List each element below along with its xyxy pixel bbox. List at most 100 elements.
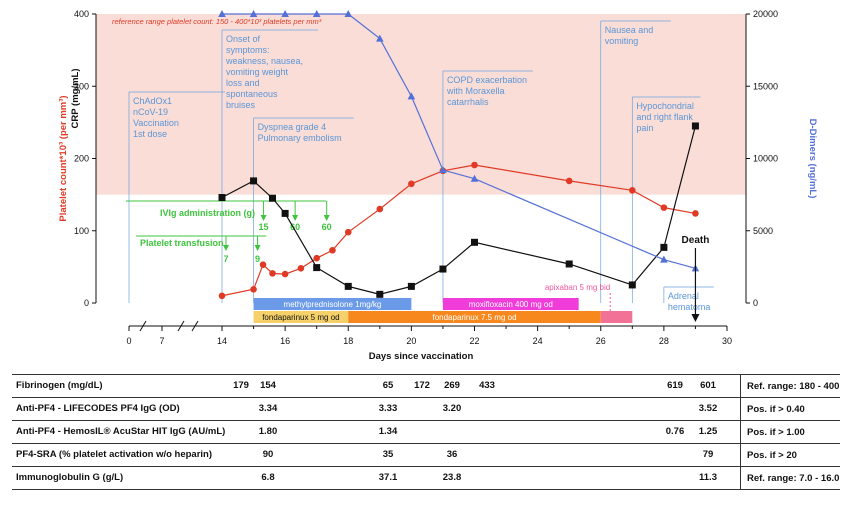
x-tick-label: 26 — [596, 336, 606, 346]
x-tick-label: 0 — [126, 336, 131, 346]
event-annotation: pain — [636, 123, 653, 133]
data-point — [692, 210, 699, 217]
y-right-tick-label: 0 — [753, 298, 758, 308]
lab-value: 619 — [667, 380, 683, 391]
data-point — [250, 177, 258, 185]
treatment-bar — [348, 311, 601, 323]
data-point — [250, 285, 257, 293]
row-label: Anti-PF4 - LIFECODES PF4 IgG (OD) — [16, 403, 180, 414]
ivig-dose: 60 — [290, 222, 300, 232]
axis-break — [139, 320, 147, 332]
event-annotation: ChAdOx1 — [133, 96, 172, 106]
data-point — [269, 270, 276, 277]
treatment-label: fondaparinux 7.5 mg od — [432, 313, 516, 322]
treatment-bar — [442, 298, 579, 310]
transfusion-label: Platelet transfusion — [140, 238, 224, 248]
transfusion-dose: 7 — [223, 254, 228, 264]
lab-value: 79 — [702, 449, 714, 460]
x-tick-label: 20 — [406, 336, 416, 346]
ivig-arrowhead — [323, 215, 330, 221]
lab-value: 6.8 — [261, 472, 275, 483]
data-point — [376, 290, 384, 298]
ivig-dose: 60 — [322, 222, 332, 232]
event-annotation: symptoms: — [226, 45, 270, 55]
data-point — [471, 238, 478, 246]
reference-band-label: reference range platelet count: 150 - 40… — [112, 17, 322, 26]
y-left-tick-label: 300 — [74, 81, 89, 91]
data-point — [313, 254, 320, 262]
lab-value: 3.34 — [258, 403, 278, 414]
y-left-tick-label: 100 — [74, 226, 89, 236]
data-point — [439, 166, 447, 174]
treatment-bar — [253, 298, 412, 310]
data-point — [259, 261, 267, 269]
data-point — [629, 186, 636, 194]
event-annotation: loss and — [226, 78, 260, 88]
death-arrowhead — [691, 314, 700, 322]
event-annotation: Pulmonary embolism — [258, 133, 342, 143]
lab-value: 37.1 — [378, 472, 398, 483]
lab-value: 0.76 — [665, 426, 685, 437]
data-point — [407, 282, 415, 290]
reference-range: Pos. if > 20 — [740, 443, 840, 467]
table-row: PF4-SRA (% platelet activation w/o hepar… — [12, 443, 840, 467]
transfusion-arrowhead — [223, 245, 229, 251]
event-annotation: bruises — [226, 100, 256, 110]
x-tick-label: 22 — [469, 336, 479, 346]
data-point — [660, 204, 668, 211]
data-point — [249, 10, 258, 17]
lab-value: 433 — [479, 380, 495, 391]
y-right-tick-label: 5000 — [753, 226, 773, 236]
reference-range: Pos. if > 0.40 — [740, 397, 840, 421]
lab-value: 1.80 — [258, 426, 278, 437]
x-tick-label: 18 — [343, 336, 353, 346]
reference-band — [96, 14, 746, 195]
y-left-tick-label: 400 — [74, 9, 89, 19]
data-point — [281, 10, 289, 17]
y-left-tick-label: 200 — [74, 154, 89, 164]
table-row: Immunoglobulin G (g/L) 6.8 37.1 23.8 11.3 Ref… — [12, 466, 840, 490]
data-point — [344, 282, 352, 290]
table-cell: Anti-PF4 - LIFECODES PF4 IgG (OD) 3.34 3.3… — [12, 397, 741, 421]
event-annotation: nCoV-19 — [133, 107, 168, 117]
data-point — [218, 10, 226, 17]
axis-break — [191, 320, 199, 332]
table-row: Anti-PF4 - HemosIL® AcuStar HIT IgG (AU/… — [12, 420, 840, 444]
row-label: Fibrinogen (mg/dL) — [16, 380, 103, 391]
lab-value: 11.3 — [699, 472, 717, 483]
x-tick-label: 28 — [659, 336, 669, 346]
data-point — [691, 122, 699, 130]
lab-value: 1.34 — [378, 426, 398, 437]
data-point — [407, 92, 416, 100]
data-point — [565, 177, 573, 185]
lab-value: 172 — [414, 380, 430, 391]
data-point — [297, 265, 305, 272]
x-tick-label: 30 — [722, 336, 732, 346]
data-point — [344, 10, 353, 17]
row-label: PF4-SRA (% platelet activation w/o hepar… — [16, 449, 213, 460]
treatment-bar — [253, 311, 349, 323]
data-point — [439, 265, 447, 273]
treatment-bar — [600, 311, 633, 323]
table-row: Anti-PF4 - LIFECODES PF4 IgG (OD) 3.34 3.3… — [12, 397, 840, 421]
lab-value: 3.33 — [378, 403, 398, 414]
data-point — [281, 270, 289, 278]
data-point — [471, 161, 478, 169]
row-label: Immunoglobulin G (g/L) — [16, 472, 124, 483]
treatment-label: methylprednisolone 1mg/kg — [284, 300, 382, 309]
event-annotation: catarrhalis — [447, 97, 489, 107]
data-point — [565, 260, 573, 268]
y-right-tick-label: 20000 — [753, 9, 778, 19]
event-annotation: vomiting — [605, 36, 639, 46]
event-annotation: Nausea and — [605, 25, 654, 35]
y-right-tick-label: 10000 — [753, 154, 778, 164]
event-annotation: COPD exacerbation — [447, 75, 527, 85]
event-annotation: and right flank — [636, 112, 693, 122]
treatment-label: apixaban 5 mg bid — [545, 283, 610, 292]
data-point — [660, 243, 668, 251]
data-point — [660, 255, 668, 263]
event-annotation: vomiting weight — [226, 67, 289, 77]
y-left-tick-label: 0 — [84, 298, 89, 308]
lab-value: 3.20 — [442, 403, 462, 414]
x-tick-label: 14 — [217, 336, 227, 346]
